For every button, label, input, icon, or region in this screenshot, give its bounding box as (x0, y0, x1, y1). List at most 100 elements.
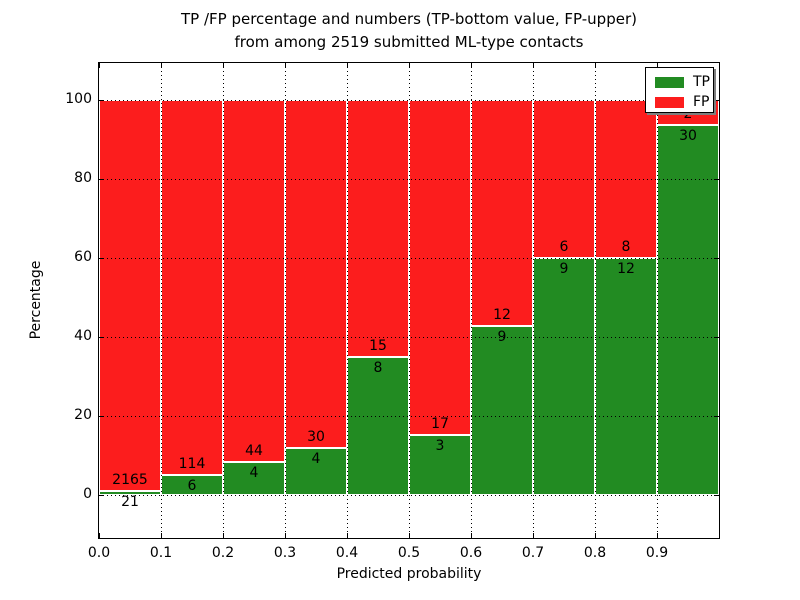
bar-segment-tp-0 (99, 490, 161, 495)
tick-y-right-0 (714, 494, 719, 496)
x-tick-label-0.3: 0.3 (273, 545, 297, 561)
x-tick-label-0.4: 0.4 (335, 545, 359, 561)
bar-label-tp-7: 9 (559, 260, 569, 277)
tick-x-bottom-0.1 (161, 533, 162, 538)
bar-segment-tp-6 (471, 325, 533, 495)
bar-segment-tp-9 (657, 124, 719, 495)
bar-segment-fp-3 (285, 100, 347, 449)
legend-swatch-tp-icon (655, 77, 684, 88)
x-tick-label-0.5: 0.5 (397, 545, 421, 561)
bar-label-fp-2: 44 (245, 442, 263, 459)
gridline-x-0.1 (161, 63, 162, 538)
tick-y-left-40 (99, 336, 104, 338)
tick-x-top-0.6 (471, 63, 472, 68)
bar-label-tp-6: 9 (497, 328, 507, 345)
tick-x-top-0.8 (595, 63, 596, 68)
tick-x-top-0 (99, 63, 100, 68)
bar-segment-tp-7 (533, 257, 595, 495)
y-tick-label-80: 80 (74, 169, 92, 186)
bar-segment-fp-4 (347, 100, 409, 358)
tick-y-left-60 (99, 257, 104, 259)
x-tick-label-0.7: 0.7 (521, 545, 545, 561)
bar-label-tp-5: 3 (435, 438, 445, 455)
chart-title-line1: TP /FP percentage and numbers (TP-bottom… (181, 10, 637, 28)
x-tick-label-0.8: 0.8 (583, 545, 607, 561)
tick-y-right-40 (714, 336, 719, 338)
gridline-x-0.2 (223, 63, 224, 538)
legend: TP FP (645, 67, 714, 113)
tick-y-right-80 (714, 178, 719, 180)
legend-swatch-fp-icon (655, 97, 684, 108)
tick-x-bottom-0.6 (471, 533, 472, 538)
x-tick-label-0.1: 0.1 (149, 545, 173, 561)
gridline-x-0.9 (657, 63, 658, 538)
tick-x-top-0.5 (409, 63, 410, 68)
tick-x-top-0.7 (533, 63, 534, 68)
gridline-x-0.3 (285, 63, 286, 538)
y-tick-label-100: 100 (65, 91, 92, 108)
legend-item-tp: TP (655, 74, 713, 91)
legend-item-fp: FP (655, 94, 713, 111)
tick-x-bottom-0.5 (409, 533, 410, 538)
tick-y-right-60 (714, 257, 719, 259)
tick-x-top-0.4 (347, 63, 348, 68)
gridline-x-0.5 (409, 63, 410, 538)
legend-label-tp: TP (693, 74, 710, 90)
chart-title: TP /FP percentage and numbers (TP-bottom… (99, 8, 719, 54)
tick-x-bottom-0.9 (657, 533, 658, 538)
bar-segment-tp-4 (347, 357, 409, 495)
bar-label-fp-6: 12 (493, 306, 511, 323)
y-tick-label-60: 60 (74, 248, 92, 265)
chart-title-line2: from among 2519 submitted ML-type contac… (234, 33, 584, 51)
tick-x-top-0.9 (657, 63, 658, 68)
gridline-x-0.6 (471, 63, 472, 538)
gridline-x-0.8 (595, 63, 596, 538)
bar-label-fp-7: 6 (559, 238, 569, 255)
bar-label-fp-5: 17 (431, 416, 449, 433)
x-tick-label-0.0: 0.0 (87, 545, 111, 561)
bar-segment-fp-0 (99, 100, 161, 491)
bar-label-fp-1: 114 (178, 455, 206, 472)
bar-segment-tp-3 (285, 448, 347, 495)
tick-y-right-20 (714, 415, 719, 417)
x-tick-label-0.2: 0.2 (211, 545, 235, 561)
bar-label-tp-1: 6 (187, 477, 197, 494)
tick-y-left-20 (99, 415, 104, 417)
tick-x-bottom-0.3 (285, 533, 286, 538)
bar-label-tp-0: 21 (121, 493, 139, 510)
tick-x-bottom-0.2 (223, 533, 224, 538)
bar-label-tp-2: 4 (249, 464, 259, 481)
y-tick-label-0: 0 (83, 485, 92, 502)
bar-label-fp-9: 2 (683, 105, 693, 122)
gridline-x-0.7 (533, 63, 534, 538)
bar-segment-fp-1 (161, 100, 223, 475)
bar-segment-tp-8 (595, 257, 657, 495)
plot-area: 2165 21 114 6 44 4 30 4 15 8 17 3 12 9 6 9 8 12 2 30 (98, 62, 720, 539)
bar-label-tp-4: 8 (373, 360, 383, 377)
tick-y-left-100 (99, 100, 104, 102)
tick-x-bottom-0.7 (533, 533, 534, 538)
bar-segment-fp-2 (223, 100, 285, 462)
bar-label-fp-8: 8 (621, 238, 631, 255)
bar-label-tp-8: 12 (617, 260, 635, 277)
tick-x-bottom-0.8 (595, 533, 596, 538)
tick-y-left-80 (99, 178, 104, 180)
tick-x-top-0.1 (161, 63, 162, 68)
x-axis-label: Predicted probability (336, 566, 482, 582)
bar-label-fp-0: 2165 (112, 471, 148, 488)
bar-label-tp-3: 4 (311, 451, 321, 468)
bar-segment-fp-5 (409, 100, 471, 436)
x-tick-label-0.9: 0.9 (645, 545, 669, 561)
bar-label-fp-3: 30 (307, 429, 325, 446)
tick-x-top-0.3 (285, 63, 286, 68)
tick-x-bottom-0 (99, 533, 100, 538)
bar-label-fp-4: 15 (369, 338, 387, 355)
x-tick-label-0.6: 0.6 (459, 545, 483, 561)
tick-x-bottom-0.4 (347, 533, 348, 538)
tick-y-right-100 (714, 100, 719, 102)
y-axis-label: Percentage (28, 260, 44, 340)
y-tick-label-40: 40 (74, 327, 92, 344)
tick-y-left-0 (99, 494, 104, 496)
bar-label-tp-9: 30 (679, 127, 697, 144)
